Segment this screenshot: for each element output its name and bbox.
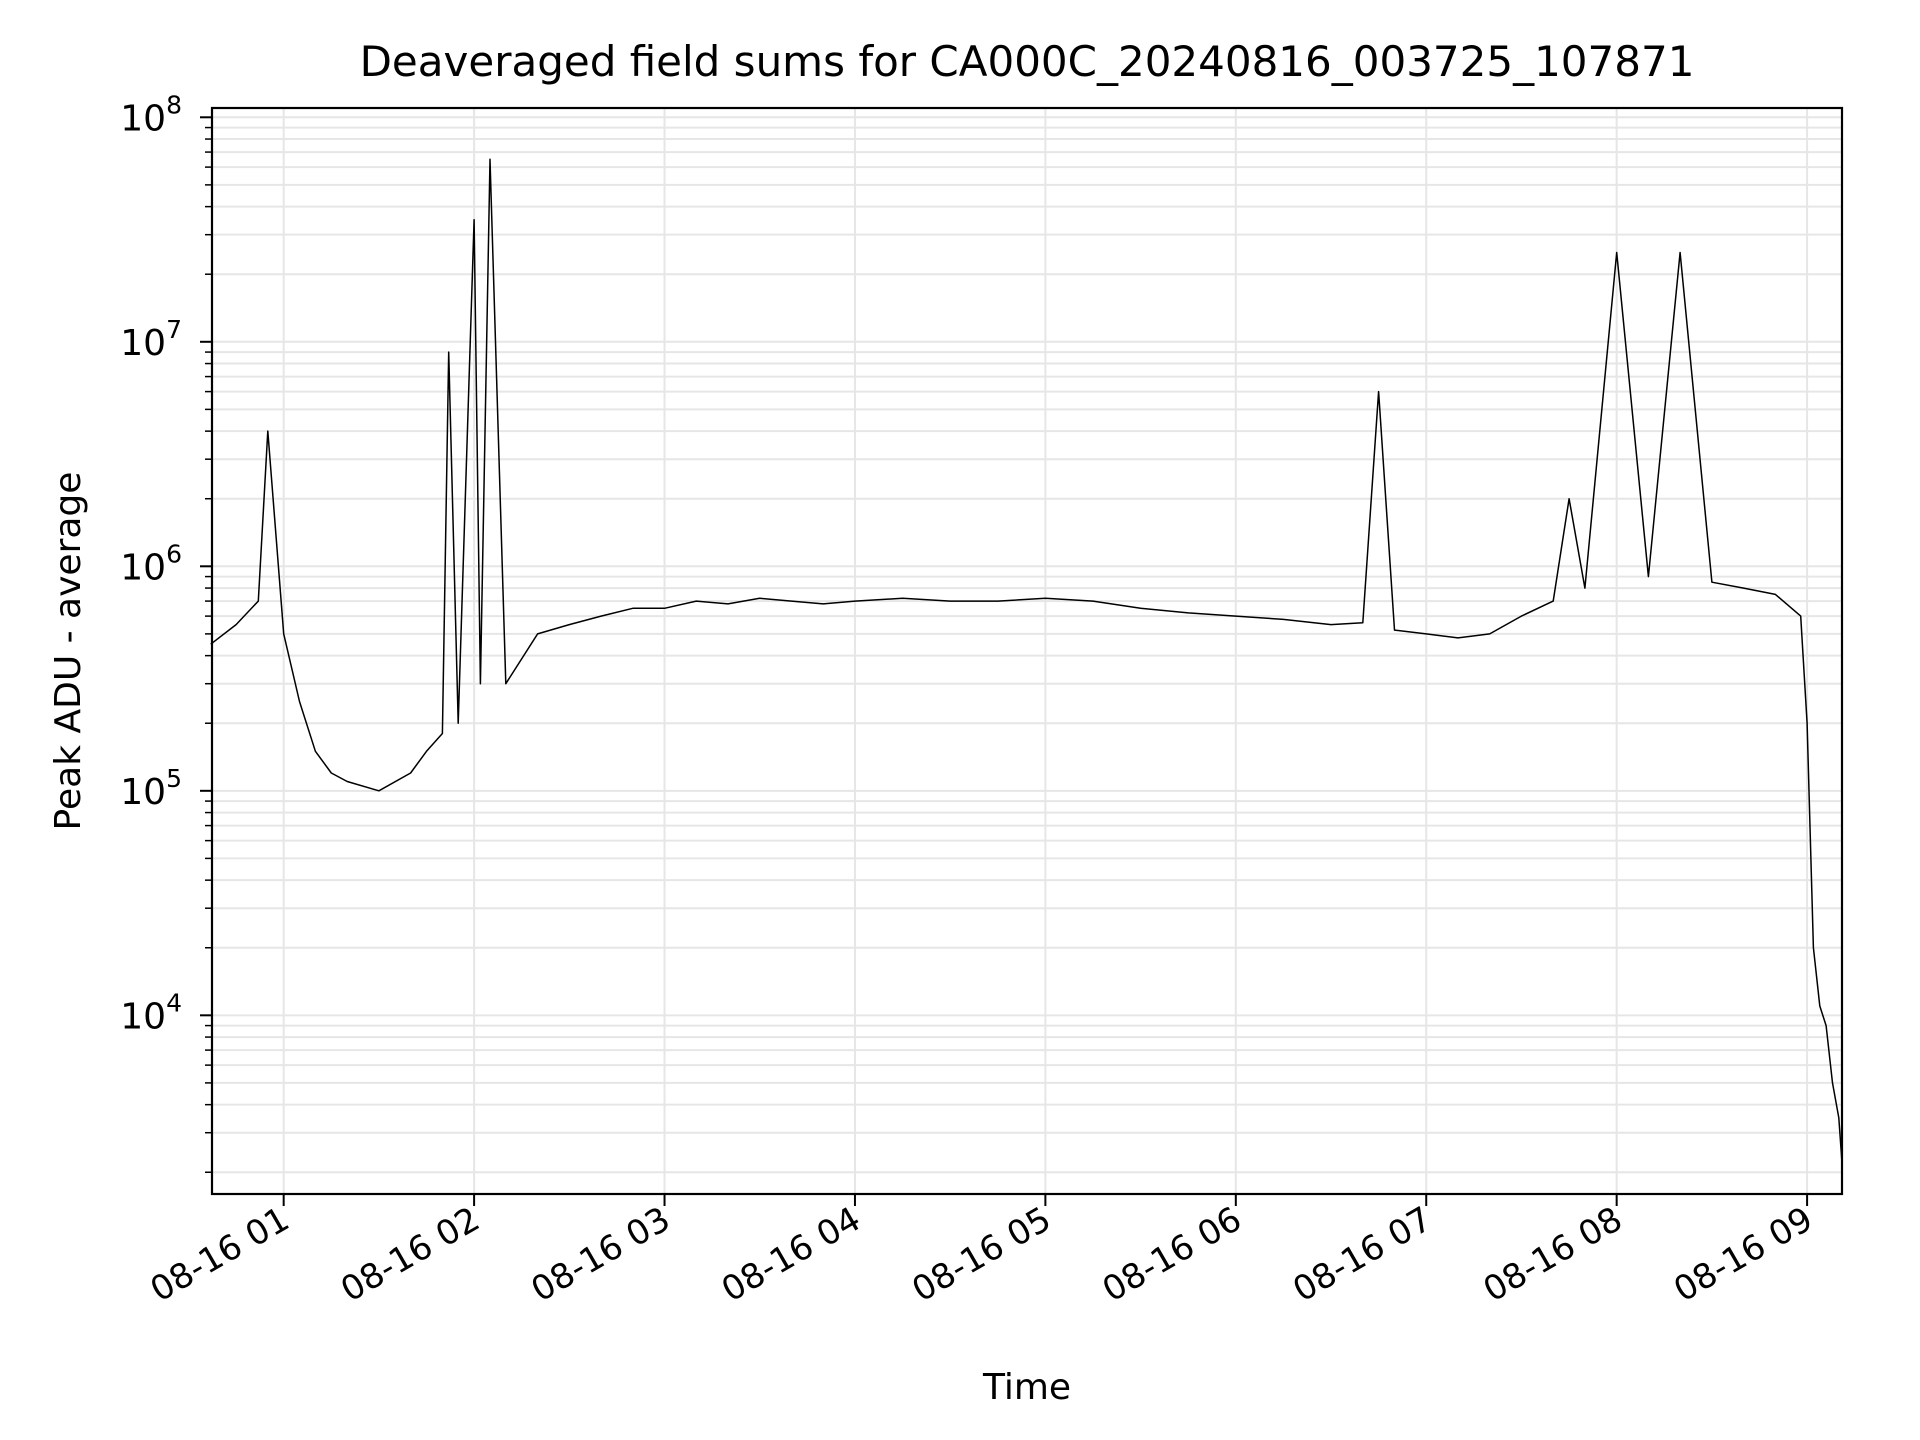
y-axis: 104 105 106 107 108 [120, 90, 212, 1173]
grid [212, 108, 1842, 1194]
series-layer [210, 158, 1843, 1164]
series-line [210, 158, 1843, 1164]
y-tick-label: 108 [120, 90, 182, 139]
chart-title: Deaveraged field sums for CA000C_2024081… [360, 37, 1695, 86]
y-axis-label: Peak ADU - average [48, 472, 89, 831]
y-tick-label: 107 [120, 315, 182, 364]
y-tick-label: 104 [120, 988, 182, 1037]
y-tick-label: 106 [120, 539, 182, 588]
plot-frame [210, 106, 1844, 1196]
x-tick-label: 08-16 01 [144, 1199, 296, 1310]
x-tick-label: 08-16 07 [1286, 1199, 1438, 1310]
x-axis-label: Time [982, 1367, 1071, 1408]
x-tick-label: 08-16 03 [525, 1199, 677, 1310]
y-tick-label: 105 [120, 764, 182, 813]
x-axis: 08-16 01 08-16 02 08-16 03 08-16 04 08-16 05… [144, 1194, 1820, 1310]
x-tick-label: 08-16 02 [334, 1199, 486, 1310]
x-tick-label: 08-16 04 [715, 1199, 867, 1310]
x-tick-label: 08-16 06 [1096, 1199, 1248, 1310]
x-tick-label: 08-16 09 [1667, 1199, 1819, 1310]
x-tick-label: 08-16 08 [1477, 1199, 1629, 1310]
x-tick-label: 08-16 05 [905, 1199, 1057, 1310]
